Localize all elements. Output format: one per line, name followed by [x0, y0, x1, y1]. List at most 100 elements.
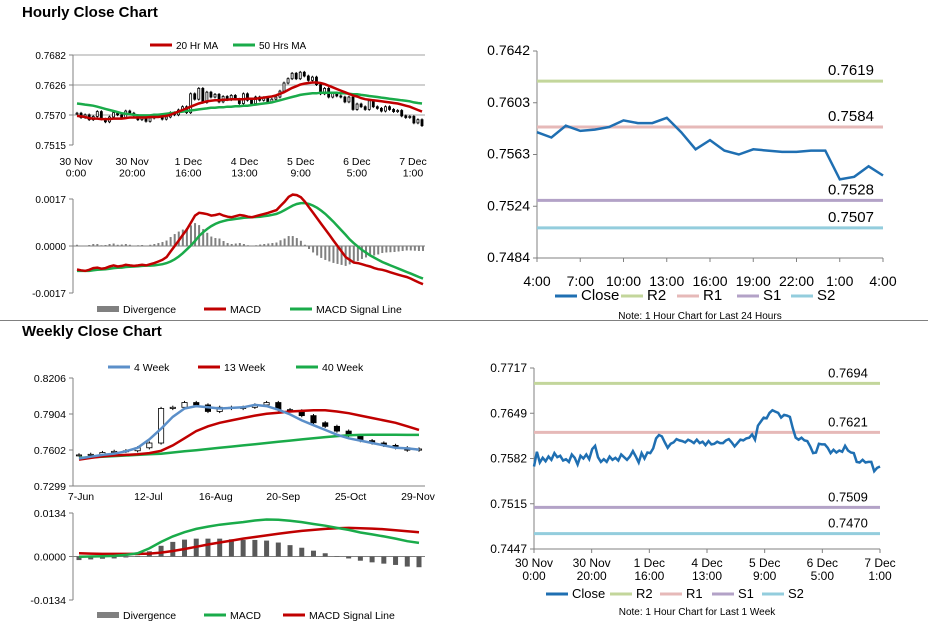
hourly-macd-divergence-bar — [303, 244, 306, 246]
hourly-price-ytick-label: 0.7626 — [35, 81, 66, 92]
weekly-price-candle-body — [75, 454, 83, 457]
hourly-price-candle-body — [290, 72, 294, 80]
hourly-24h-xtick-label: 4:00 — [523, 273, 550, 289]
weekly-macd-divergence-bar — [228, 539, 234, 557]
weekly-macd-divergence-bar — [123, 556, 129, 558]
hourly-macd-divergence-bar — [316, 246, 319, 256]
hourly-macd-divergence-bar — [88, 245, 91, 246]
hourly-price-candle-body — [213, 93, 217, 98]
hourly-price-candle-body — [246, 93, 249, 101]
hourly-macd-divergence-bar — [112, 243, 115, 246]
hourly-macd-divergence-bar — [348, 246, 351, 265]
hourly-macd-ytick-label: 0.0000 — [35, 242, 66, 253]
hourly-macd-divergence-bar — [336, 246, 339, 264]
hourly-24h-xtick-label: 4:00 — [869, 273, 896, 289]
hourly-price-candle-body — [363, 106, 367, 110]
weekly-price-xtick-label: 12-Jul — [134, 491, 163, 503]
legend-weekly-divergence-label: Divergence — [123, 610, 176, 622]
hourly-price-candle-body — [367, 100, 371, 110]
weekly-price-candle-body — [87, 453, 94, 456]
weekly-macd-divergence-bar — [334, 556, 340, 557]
weekly-macd-divergence-bar — [287, 545, 293, 557]
weekly-1w-close-line — [532, 408, 881, 474]
hourly-macd-ytick-label: 0.0017 — [35, 195, 66, 206]
legend-50hr-ma-label: 50 Hrs MA — [259, 41, 307, 52]
hourly-macd-divergence-bar — [377, 246, 380, 255]
hourly-price-candle-body — [384, 106, 387, 112]
hourly-price-ytick-label: 0.7570 — [35, 111, 66, 122]
hourly-24h-xtick-label: 13:00 — [649, 273, 684, 289]
hourly-macd-divergence-bar — [409, 246, 412, 251]
legend-40week-label: 40 Week — [322, 362, 364, 374]
hourly-price-candle-body — [197, 88, 201, 100]
hourly-price-candle-body — [339, 95, 343, 98]
hourly-macd-divergence-bar — [145, 245, 148, 247]
hourly-macd-divergence-bar — [279, 240, 282, 246]
weekly-price-candle-body — [146, 442, 153, 449]
hourly-macd-divergence-bar — [295, 238, 298, 246]
hourly-price-ytick-label: 0.7682 — [35, 51, 66, 62]
hourly-macd-divergence-bar — [312, 246, 315, 253]
weekly-price-candle-body — [310, 415, 317, 424]
hourly-price-candle-body — [201, 88, 205, 103]
hourly-24h-legend-close-label: Close — [581, 287, 619, 304]
hourly-macd-divergence-bar — [422, 246, 424, 251]
hourly-macd-divergence-bar — [194, 223, 197, 246]
hourly-price-candle-body — [371, 100, 375, 108]
hourly-price-candle-body — [148, 117, 152, 122]
weekly-price-candle-body — [181, 402, 188, 408]
weekly-price-xtick-label: 29-Nov — [401, 491, 436, 503]
weekly-1w-legend-s1-label: S1 — [738, 586, 754, 601]
hourly-macd-divergence-bar — [413, 246, 416, 251]
hourly-macd-divergence-bar — [165, 240, 168, 246]
hourly-macd-divergence-bar — [401, 246, 404, 251]
hourly-price-candle-body — [193, 93, 197, 100]
hourly-macd-divergence-bar — [283, 238, 286, 246]
weekly-price-candle-body — [333, 425, 340, 432]
hourly-24h-legend-s2-label: S2 — [817, 287, 835, 304]
hourly-24h-xtick-label: 10:00 — [606, 273, 641, 289]
hourly-macd-divergence-bar — [120, 244, 123, 246]
legend-weekly-divergence-swatch — [97, 612, 119, 618]
hourly-macd-divergence-bar — [181, 229, 184, 246]
hourly-price-candle-body — [408, 116, 412, 118]
hourly-24h-ytick-label: 0.7484 — [487, 249, 530, 265]
hourly-price-candle-body — [404, 115, 408, 118]
hourly-24h-ytick-label: 0.7563 — [487, 146, 530, 162]
weekly-1w-legend-s2-label: S2 — [788, 586, 804, 601]
legend-13week-label: 13 Week — [224, 362, 266, 374]
weekly-price-candle-body — [263, 402, 270, 406]
hourly-price-candle-body — [306, 75, 310, 81]
weekly-section-title: Weekly Close Chart — [22, 323, 162, 340]
weekly-1w-legend-close-label: Close — [572, 586, 605, 601]
hourly-macd-divergence-bar — [189, 225, 192, 246]
hourly-macd-divergence-bar — [206, 232, 209, 246]
weekly-1w-note: Note: 1 Hour Chart for Last 1 Week — [619, 607, 777, 618]
hourly-24h-level-r1-label: 0.7584 — [828, 108, 874, 125]
hourly-price-candle-body — [302, 71, 306, 77]
hourly-macd-divergence-bar — [157, 243, 160, 246]
weekly-macd-divergence-bar — [393, 556, 399, 565]
hourly-macd-divergence-bar — [369, 246, 372, 256]
hourly-macd-divergence-bar — [373, 246, 376, 256]
weekly-macd-divergence-bar — [322, 553, 328, 557]
hourly-macd-divergence-bar — [238, 243, 241, 246]
weekly-1w-xtick-label: 30 Nov 20:00 — [573, 556, 611, 583]
hourly-price-candle-body — [310, 76, 314, 81]
legend-hourly-divergence-swatch — [97, 306, 119, 312]
hourly-macd-divergence-bar — [267, 243, 270, 246]
hourly-macd-divergence-bar — [230, 244, 233, 246]
hourly-macd-divergence-bar — [149, 244, 152, 246]
weekly-macd-ytick-label: 0.0134 — [34, 508, 66, 520]
weekly-macd-divergence-bar — [205, 538, 211, 557]
hourly-price-xtick-label: 1 Dec 16:00 — [175, 156, 202, 180]
legend-weekly-signal-label: MACD Signal Line — [309, 610, 395, 622]
weekly-macd-divergence-bar — [416, 556, 422, 568]
hourly-price-candle-body — [298, 71, 302, 80]
hourly-24h-legend-s1-label: S1 — [763, 287, 781, 304]
hourly-price-candle-body — [95, 111, 99, 117]
hourly-macd-divergence-bar — [173, 234, 176, 246]
hourly-price-candle-body — [359, 103, 363, 108]
hourly-macd-divergence-bar — [356, 246, 359, 261]
hourly-macd-divergence-bar — [393, 246, 396, 252]
